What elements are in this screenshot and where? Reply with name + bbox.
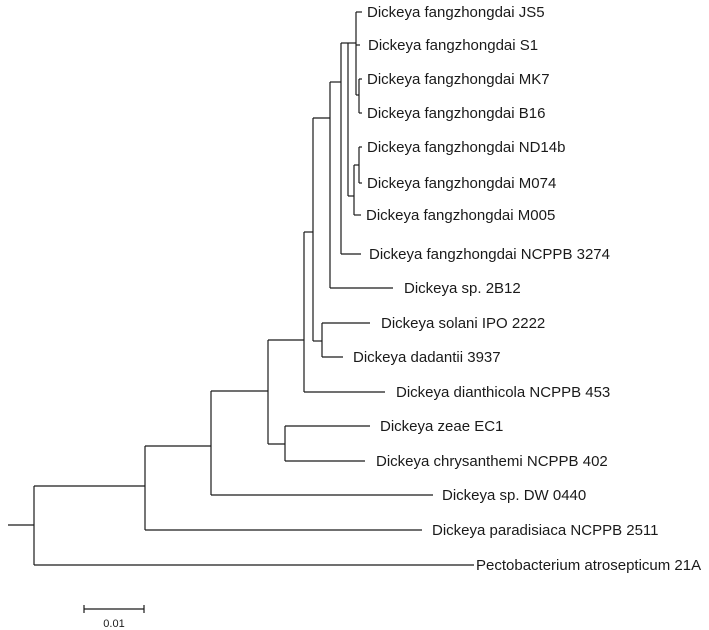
taxon-label: Dickeya fangzhongdai JS5 [367, 4, 545, 21]
taxon-label: Pectobacterium atrosepticum 21A [476, 557, 701, 574]
taxon-label: Dickeya zeae EC1 [380, 418, 503, 435]
scale-bar: 0.01 [83, 605, 145, 630]
taxon-label: Dickeya chrysanthemi NCPPB 402 [376, 453, 608, 470]
tree-branches [8, 11, 474, 566]
taxon-label: Dickeya dadantii 3937 [353, 349, 501, 366]
taxon-label: Dickeya fangzhongdai M074 [367, 175, 556, 192]
taxon-label: Dickeya fangzhongdai S1 [368, 37, 538, 54]
taxon-label: Dickeya fangzhongdai M005 [366, 207, 555, 224]
taxon-label: Dickeya sp. 2B12 [404, 280, 521, 297]
taxon-label: Dickeya fangzhongdai B16 [367, 105, 545, 122]
taxon-label: Dickeya fangzhongdai MK7 [367, 71, 550, 88]
taxon-label: Dickeya solani IPO 2222 [381, 315, 545, 332]
taxon-labels: Dickeya fangzhongdai JS5 Dickeya fangzho… [353, 4, 701, 574]
taxon-label: Dickeya sp. DW 0440 [442, 487, 586, 504]
scale-bar-label: 0.01 [103, 618, 124, 630]
taxon-label: Dickeya paradisiaca NCPPB 2511 [432, 522, 659, 539]
taxon-label: Dickeya fangzhongdai NCPPB 3274 [369, 246, 610, 263]
taxon-label: Dickeya fangzhongdai ND14b [367, 139, 565, 156]
taxon-label: Dickeya dianthicola NCPPB 453 [396, 384, 610, 401]
